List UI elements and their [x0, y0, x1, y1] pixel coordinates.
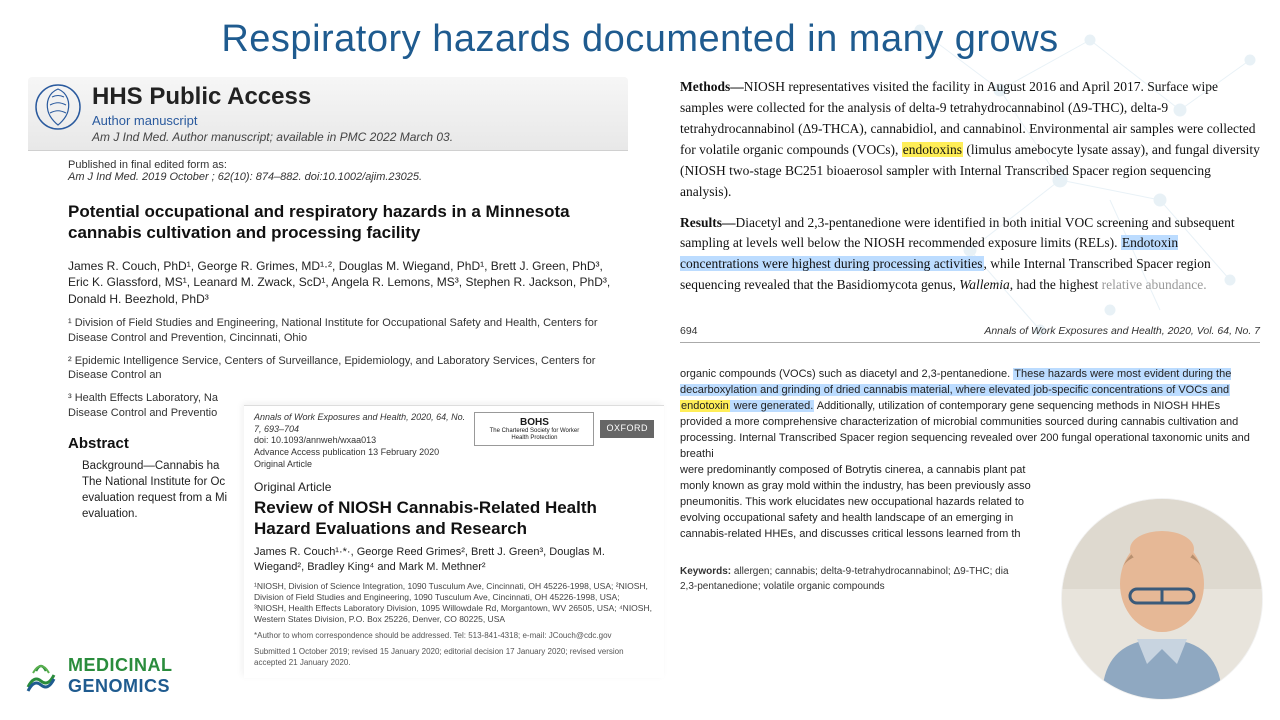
bohs-logo: BOHS The Chartered Society for Worker He…: [474, 412, 594, 446]
paper2-type: Original Article: [254, 480, 654, 494]
paper2-authors: James R. Couch¹·*·, George Reed Grimes²,…: [254, 545, 654, 575]
results-lead: Results—: [680, 215, 736, 230]
paper2-journal: Annals of Work Exposures and Health, 202…: [254, 412, 474, 435]
body-hl-endotoxin: endotoxin: [680, 400, 730, 412]
brand-text: MEDICINAL GENOMICS: [68, 655, 173, 697]
paper2-logos: BOHS The Chartered Society for Worker He…: [474, 412, 654, 446]
hhs-title: HHS Public Access: [92, 83, 453, 111]
pub-citation: Am J Ind Med. 2019 October ; 62(10): 874…: [68, 171, 616, 183]
bohs-logo-text: BOHS: [481, 417, 587, 428]
hhs-header: HHS Public Access Author manuscript Am J…: [28, 77, 628, 151]
paper-annals-review: Annals of Work Exposures and Health, 202…: [244, 405, 664, 678]
results-post2: , had the highest: [1010, 277, 1102, 292]
oxford-logo: OXFORD: [600, 420, 654, 438]
brand-logo: MEDICINAL GENOMICS: [22, 655, 173, 697]
brand-icon: [22, 657, 60, 695]
paper2-affil: ¹NIOSH, Division of Science Integration,…: [254, 581, 654, 625]
paper2-advance: Advance Access publication 13 February 2…: [254, 447, 474, 459]
presenter-video: [1062, 499, 1262, 699]
paper2-type-small: Original Article: [254, 459, 474, 471]
hhs-subtitle: Author manuscript: [92, 113, 453, 128]
paper2-corr: *Author to whom correspondence should be…: [254, 631, 654, 641]
paper1-authors: James R. Couch, PhD¹, George R. Grimes, …: [68, 258, 616, 308]
slide-title: Respiratory hazards documented in many g…: [0, 0, 1280, 69]
keywords-label: Keywords:: [680, 566, 731, 577]
paper2-submitted: Submitted 1 October 2019; revised 15 Jan…: [254, 647, 654, 668]
paper2-doi: doi: 10.1093/annweh/wxaa013: [254, 435, 474, 447]
body-hl-2: were generated.: [730, 400, 815, 412]
excerpt-methods-results: Methods—NIOSH representatives visited th…: [680, 77, 1260, 296]
body-pre: organic compounds (VOCs) such as diacety…: [680, 368, 1013, 380]
hhs-citation: Am J Ind Med. Author manuscript; availab…: [92, 130, 453, 144]
paper1-affil-2: ² Epidemic Intelligence Service, Centers…: [68, 354, 616, 384]
paper1-title: Potential occupational and respiratory h…: [68, 201, 616, 244]
methods-highlight: endotoxins: [902, 142, 963, 157]
hhs-seal-icon: [34, 83, 82, 131]
pub-label: Published in final edited form as:: [68, 159, 616, 171]
results-fade: relative abundance.: [1102, 277, 1207, 292]
paper1-affil-1: ¹ Division of Field Studies and Engineer…: [68, 316, 616, 346]
published-form: Published in final edited form as: Am J …: [68, 159, 616, 183]
brand-line2: GENOMICS: [68, 676, 173, 697]
bohs-logo-sub: The Chartered Society for Worker Health …: [481, 428, 587, 441]
brand-line1: MEDICINAL: [68, 655, 173, 676]
methods-lead: Methods—: [680, 79, 744, 94]
paper2-title: Review of NIOSH Cannabis-Related Health …: [254, 498, 654, 539]
running-head: Annals of Work Exposures and Health, 202…: [984, 324, 1260, 339]
page-number: 694: [680, 324, 698, 339]
paper2-meta: Annals of Work Exposures and Health, 202…: [254, 412, 474, 470]
results-italic: Wallemia: [959, 277, 1010, 292]
